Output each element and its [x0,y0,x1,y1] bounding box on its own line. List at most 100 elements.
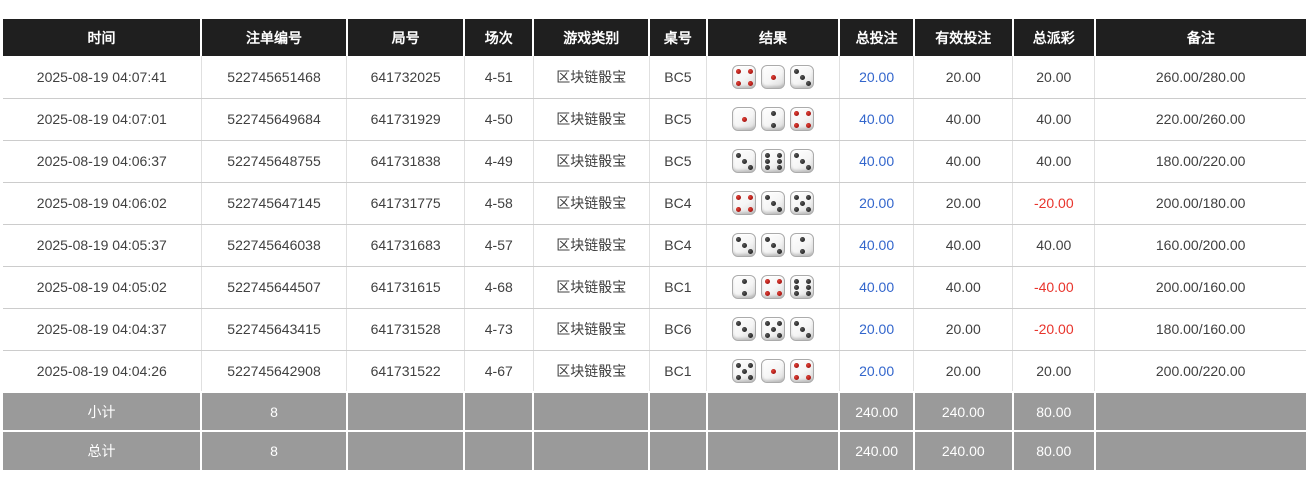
cell-bet-id: 522745646038 [201,224,348,267]
die-3-icon [790,64,815,89]
summary-count: 8 [201,391,348,431]
cell-table-no: BC5 [649,56,708,99]
die-3-icon [761,191,786,215]
cell-remark: 200.00/220.00 [1094,350,1306,393]
cell-result [706,266,840,309]
cell-remark: 180.00/220.00 [1094,140,1306,183]
dice-result-icons [732,275,815,299]
col-header-payout: 总派彩 [1012,19,1096,56]
col-header-valid-bet: 有效投注 [913,19,1014,56]
cell-time: 2025-08-19 04:04:37 [3,308,202,351]
subtotal-row: 小计 8 240.00 240.00 80.00 [3,391,1306,431]
die-4-icon [790,358,815,383]
die-3-icon [761,233,786,257]
cell-total-bet-link[interactable]: 20.00 [839,308,915,351]
cell-round: 641731522 [346,350,465,393]
cell-game-type: 区块链骰宝 [533,182,650,225]
table-row: 2025-08-19 04:06:37 522745648755 6417318… [3,140,1306,183]
dice-result-icons [732,317,815,341]
cell-round: 641731528 [346,308,465,351]
dice-result-icons [732,358,815,383]
cell-session: 4-51 [464,56,534,99]
cell-time: 2025-08-19 04:07:41 [3,56,202,99]
cell-game-type: 区块链骰宝 [533,140,650,183]
cell-table-no: BC1 [649,266,708,309]
cell-remark: 160.00/200.00 [1094,224,1306,267]
die-4-icon [732,191,757,215]
betting-records-table: 时间 注单编号 局号 场次 游戏类别 桌号 结果 总投注 有效投注 总派彩 备注… [3,19,1306,470]
cell-payout: 20.00 [1012,56,1096,99]
cell-round: 641731775 [346,182,465,225]
dice-result-icons [732,233,815,257]
cell-bet-id: 522745651468 [201,56,348,99]
cell-time: 2025-08-19 04:06:37 [3,140,202,183]
cell-session: 4-49 [464,140,534,183]
summary-label: 总计 [3,430,203,470]
die-6-icon [761,149,786,173]
cell-table-no: BC5 [649,140,708,183]
cell-remark: 220.00/260.00 [1094,98,1306,141]
cell-bet-id: 522745642908 [201,350,348,393]
dice-result-icons [732,64,815,89]
cell-result [706,350,840,393]
die-6-icon [790,275,815,299]
cell-round: 641731929 [346,98,465,141]
table-row: 2025-08-19 04:05:37 522745646038 6417316… [3,224,1306,267]
die-4-icon [732,64,757,89]
cell-total-bet-link[interactable]: 40.00 [839,98,915,141]
cell-game-type: 区块链骰宝 [533,350,650,393]
cell-session: 4-73 [464,308,534,351]
table-row: 2025-08-19 04:04:37 522745643415 6417315… [3,308,1306,351]
die-5-icon [732,358,757,383]
cell-valid-bet: 40.00 [913,140,1014,183]
cell-round: 641731683 [346,224,465,267]
cell-table-no: BC4 [649,182,708,225]
cell-session: 4-57 [464,224,534,267]
cell-total-bet-link[interactable]: 20.00 [839,350,915,393]
cell-table-no: BC5 [649,98,708,141]
table-row: 2025-08-19 04:04:26 522745642908 6417315… [3,350,1306,393]
col-header-remark: 备注 [1094,19,1306,56]
dice-result-icons [732,107,815,131]
cell-result [706,98,840,141]
col-header-time: 时间 [3,19,203,56]
cell-time: 2025-08-19 04:04:26 [3,350,202,393]
summary-valid-bet: 240.00 [913,430,1014,470]
col-header-table-no: 桌号 [649,19,708,56]
cell-valid-bet: 40.00 [913,266,1014,309]
die-2-icon [732,275,757,299]
summary-count: 8 [201,430,348,470]
cell-session: 4-68 [464,266,534,309]
cell-game-type: 区块链骰宝 [533,98,650,141]
col-header-round: 局号 [346,19,466,56]
cell-payout: -20.00 [1012,182,1096,225]
cell-total-bet-link[interactable]: 40.00 [839,140,915,183]
col-header-bet-id: 注单编号 [201,19,348,56]
cell-payout: 40.00 [1012,224,1096,267]
cell-payout: -40.00 [1012,266,1096,309]
cell-round: 641731838 [346,140,465,183]
cell-time: 2025-08-19 04:05:37 [3,224,202,267]
cell-total-bet-link[interactable]: 20.00 [839,56,915,99]
cell-valid-bet: 20.00 [913,308,1014,351]
cell-bet-id: 522745648755 [201,140,348,183]
cell-total-bet-link[interactable]: 20.00 [839,182,915,225]
cell-total-bet-link[interactable]: 40.00 [839,224,915,267]
total-row: 总计 8 240.00 240.00 80.00 [3,430,1306,470]
cell-valid-bet: 20.00 [913,350,1014,393]
cell-bet-id: 522745647145 [201,182,348,225]
cell-table-no: BC6 [649,308,708,351]
cell-game-type: 区块链骰宝 [533,56,650,99]
cell-time: 2025-08-19 04:05:02 [3,266,202,309]
cell-result [706,56,840,99]
table-row: 2025-08-19 04:05:02 522745644507 6417316… [3,266,1306,309]
cell-table-no: BC1 [649,350,708,393]
die-5-icon [790,191,815,215]
col-header-total-bet: 总投注 [839,19,915,56]
cell-total-bet-link[interactable]: 40.00 [839,266,915,309]
table-header-row: 时间 注单编号 局号 场次 游戏类别 桌号 结果 总投注 有效投注 总派彩 备注 [3,19,1306,56]
die-1-icon [761,358,786,383]
summary-valid-bet: 240.00 [913,391,1014,431]
die-1-icon [732,107,757,131]
